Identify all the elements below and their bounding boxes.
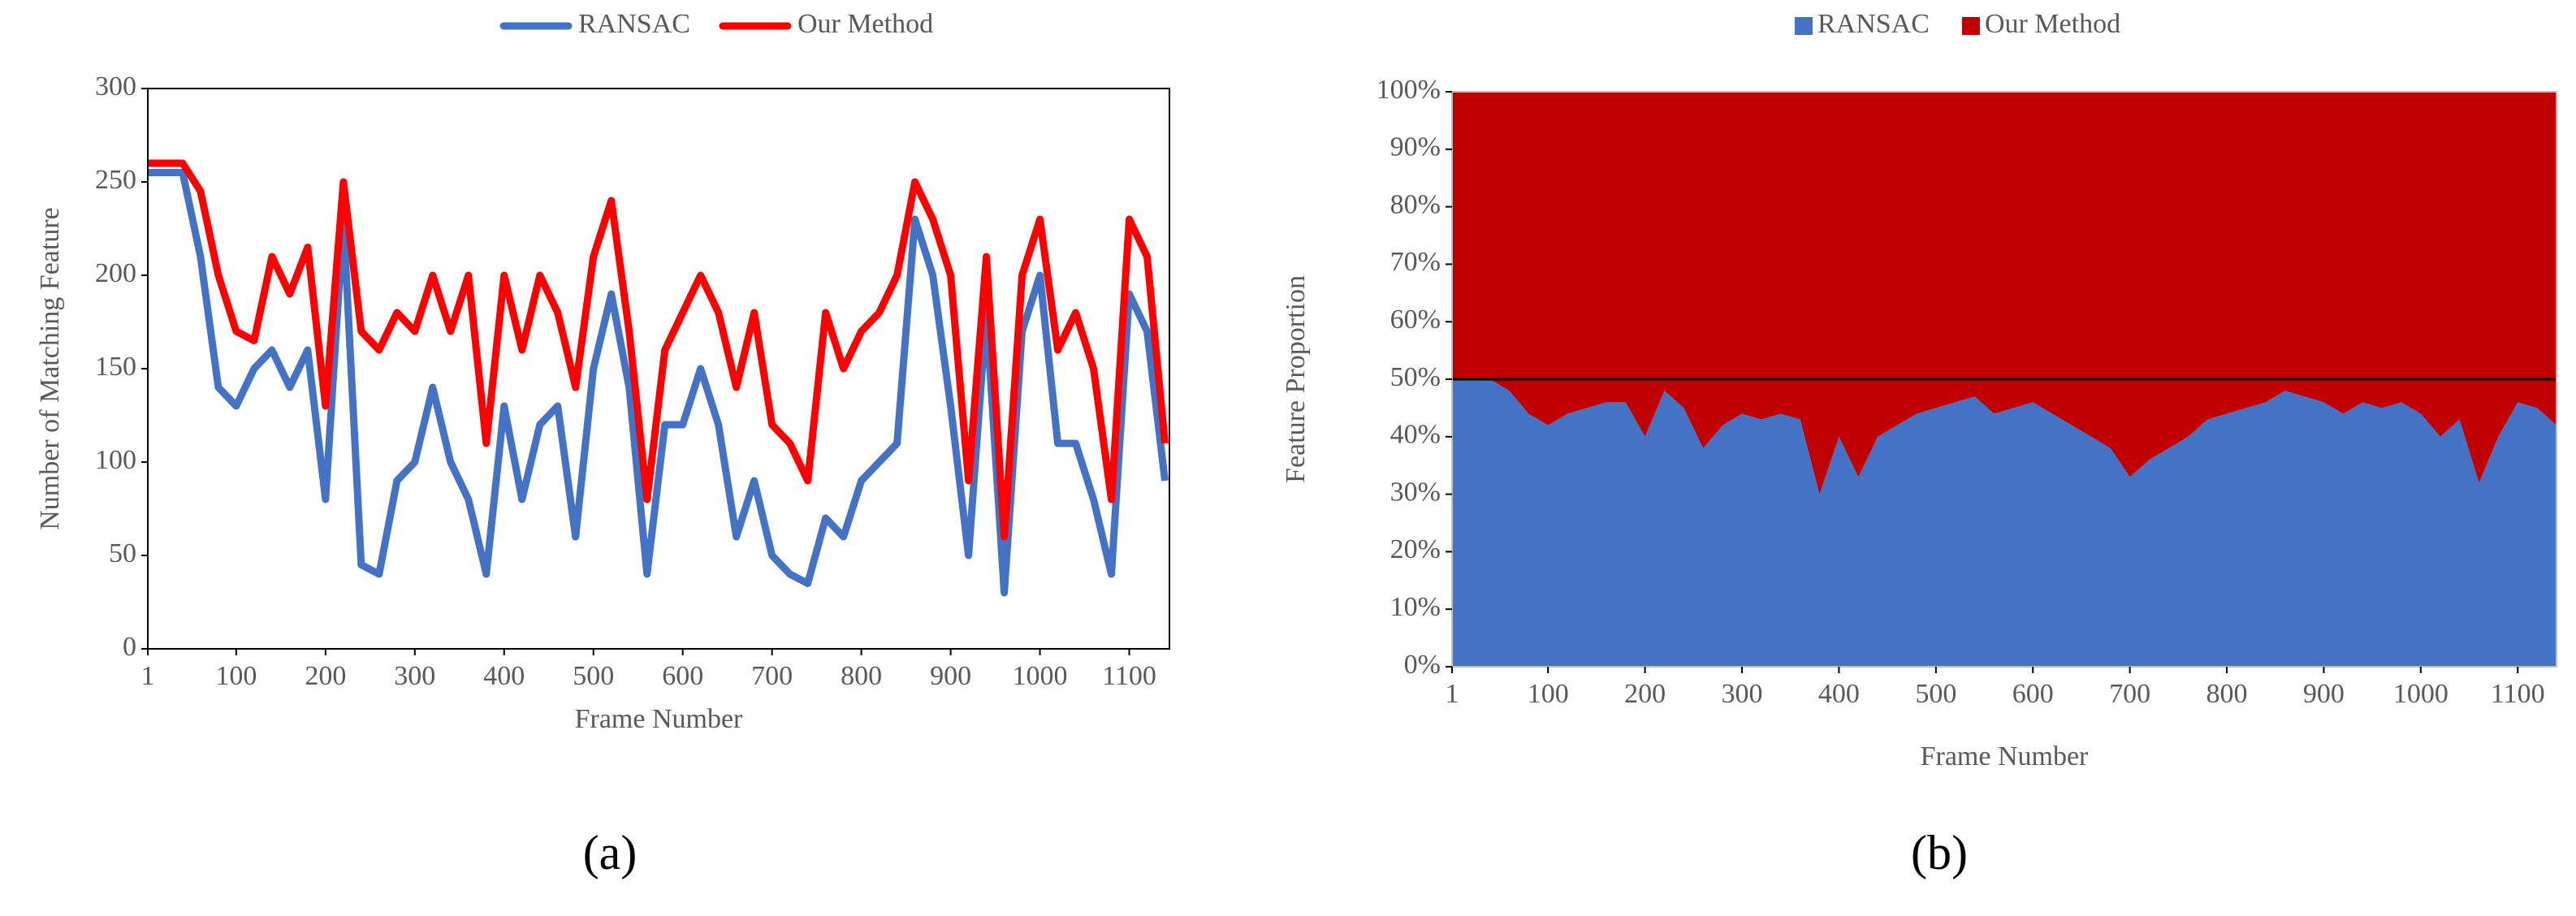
x-tick-label: 100 <box>215 661 257 691</box>
legend-swatch <box>1795 17 1813 35</box>
x-tick-label: 800 <box>2206 679 2248 709</box>
y-tick-label: 150 <box>95 352 136 382</box>
x-tick-label: 600 <box>2012 679 2054 709</box>
y-tick-label: 30% <box>1390 477 1441 507</box>
y-tick-label: 300 <box>95 71 136 102</box>
x-tick-label: 1 <box>141 661 155 691</box>
x-tick-label: 600 <box>662 661 703 691</box>
caption: (a) <box>583 826 638 879</box>
x-tick-label: 1000 <box>1013 661 1068 691</box>
y-tick-label: 100 <box>95 445 136 475</box>
y-tick-label: 10% <box>1390 592 1441 622</box>
y-tick-label: 200 <box>95 258 136 288</box>
area <box>1452 379 2557 667</box>
y-tick-label: 250 <box>95 165 136 195</box>
y-tick-label: 100% <box>1377 75 1441 105</box>
x-tick-label: 1 <box>1446 679 1459 709</box>
x-tick-label: 900 <box>2303 679 2345 709</box>
x-axis-title: Frame Number <box>1921 741 2089 771</box>
x-tick-label: 400 <box>1818 679 1860 709</box>
x-axis-title: Frame Number <box>575 704 743 734</box>
y-tick-label: 90% <box>1390 132 1441 162</box>
legend-label: Our Method <box>1985 9 2120 39</box>
y-tick-label: 40% <box>1390 420 1441 450</box>
y-tick-label: 70% <box>1390 247 1441 277</box>
x-tick-label: 1000 <box>2393 679 2448 709</box>
x-tick-label: 400 <box>483 661 525 691</box>
y-tick-label: 20% <box>1390 534 1441 564</box>
x-tick-label: 1100 <box>2491 679 2545 709</box>
x-tick-label: 800 <box>841 661 882 691</box>
x-tick-label: 1100 <box>1102 661 1156 691</box>
x-tick-label: 700 <box>751 661 793 691</box>
caption: (b) <box>1911 826 1968 879</box>
line <box>148 159 1169 541</box>
y-tick-label: 80% <box>1390 189 1441 219</box>
x-tick-label: 100 <box>1528 679 1569 709</box>
y-tick-label: 50 <box>109 538 136 568</box>
y-tick-label: 0 <box>123 632 136 662</box>
x-tick-label: 200 <box>305 661 346 691</box>
x-tick-label: 900 <box>930 661 971 691</box>
y-axis-title: Number of Matching Feature <box>35 207 65 530</box>
legend-label: Our Method <box>797 9 933 39</box>
y-tick-label: 60% <box>1390 305 1441 335</box>
y-tick-label: 0% <box>1404 650 1441 680</box>
x-tick-label: 300 <box>394 661 435 691</box>
x-tick-label: 700 <box>2109 679 2150 709</box>
legend-label: RANSAC <box>1817 9 1930 39</box>
area <box>1452 92 2557 495</box>
x-tick-label: 500 <box>573 661 614 691</box>
x-tick-label: 500 <box>1915 679 1956 709</box>
x-tick-label: 300 <box>1722 679 1763 709</box>
legend-swatch <box>1961 17 1980 35</box>
y-tick-label: 50% <box>1390 362 1441 392</box>
y-axis-title: Feature Proportion <box>1281 275 1311 483</box>
legend-label: RANSAC <box>578 9 690 39</box>
x-tick-label: 200 <box>1624 679 1666 709</box>
